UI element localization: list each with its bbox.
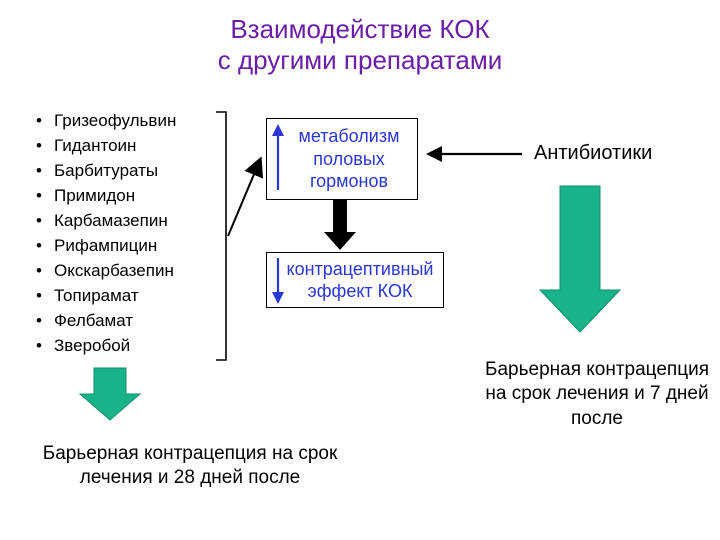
- barrier-left-text: Барьерная контрацепция на срок лечения и…: [20, 442, 360, 491]
- slide-root: Взаимодействие КОК с другими препаратами…: [0, 0, 720, 540]
- barrier-right-text: Барьерная контрацепция на срок лечения и…: [478, 358, 716, 431]
